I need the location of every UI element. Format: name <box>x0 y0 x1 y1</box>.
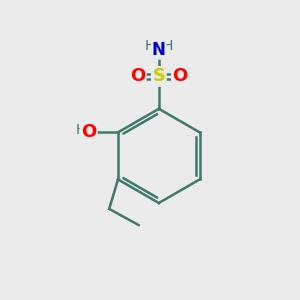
Text: H: H <box>144 39 154 53</box>
Text: S: S <box>152 68 165 85</box>
Text: H: H <box>76 123 86 137</box>
Text: H: H <box>163 39 173 53</box>
Text: N: N <box>152 41 166 59</box>
Text: O: O <box>130 68 145 85</box>
Text: O: O <box>81 123 96 141</box>
Text: O: O <box>172 68 188 85</box>
